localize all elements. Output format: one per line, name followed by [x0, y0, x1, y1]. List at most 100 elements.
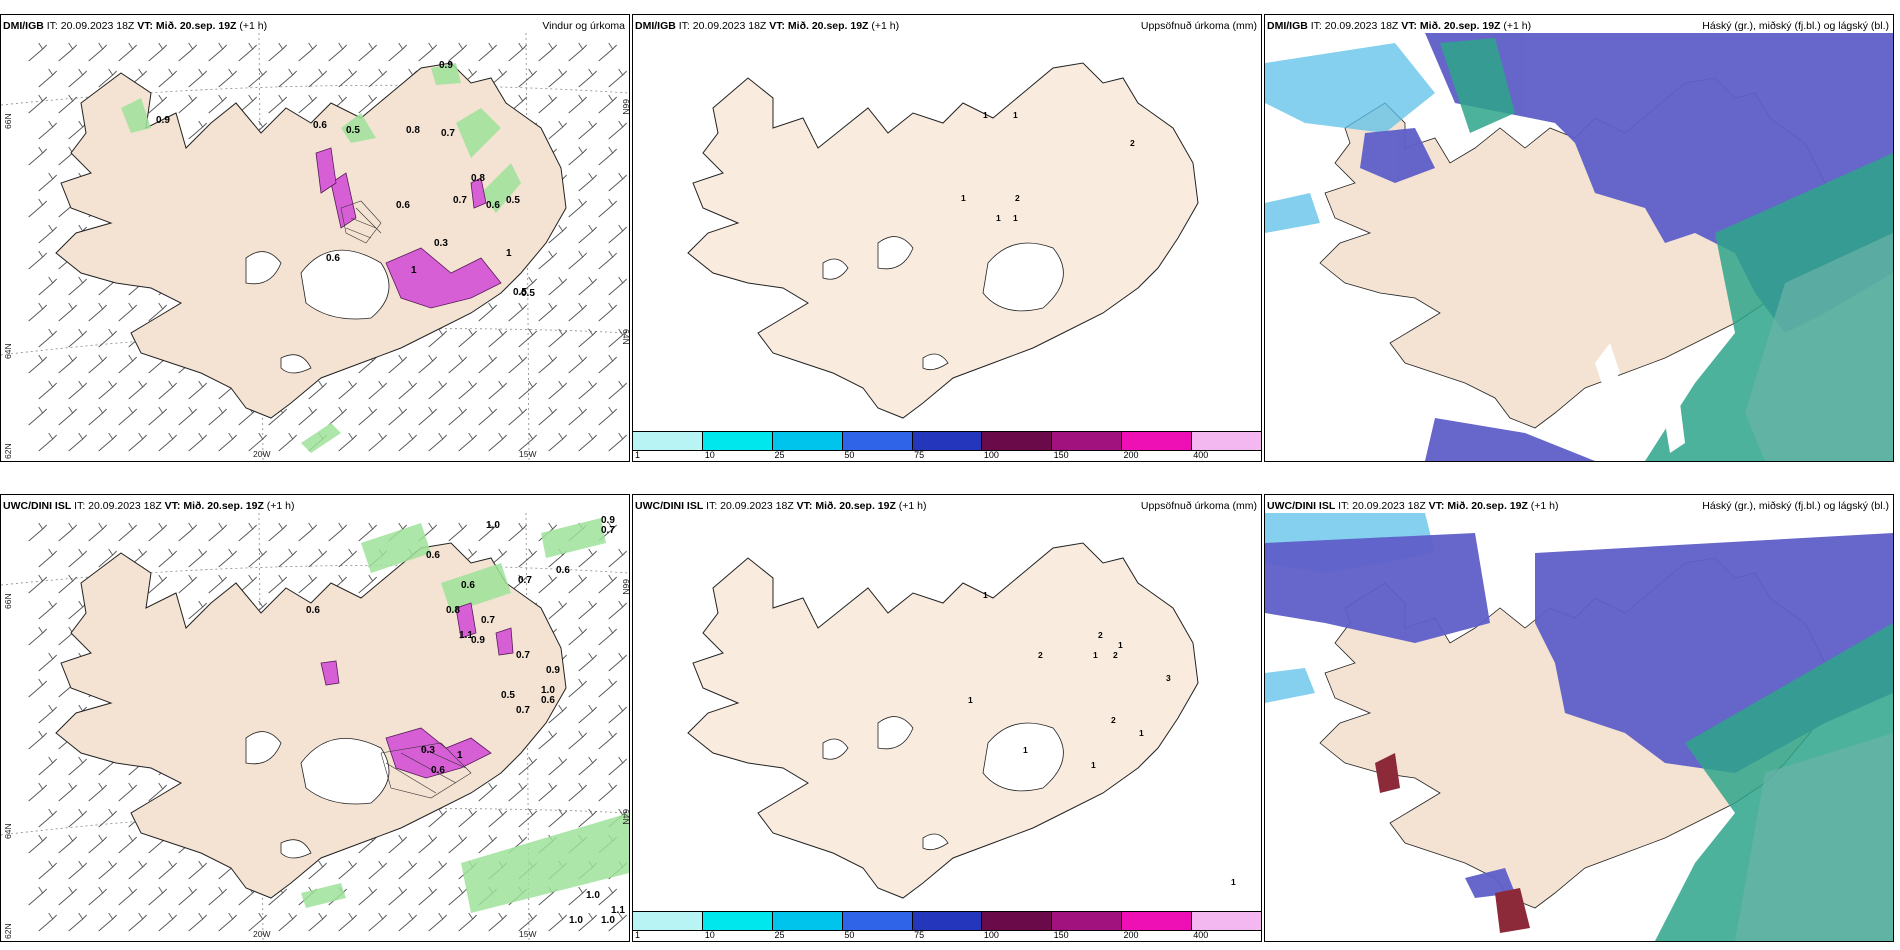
panel-uwc-accum: UWC/DINI ISL IT: 20.09.2023 18Z VT: Mið.… — [632, 494, 1262, 942]
wind-barb — [608, 432, 628, 452]
wind-barb — [608, 704, 628, 724]
iceland-land — [55, 542, 567, 899]
wind-barb — [398, 432, 418, 452]
wind-barb — [118, 522, 138, 542]
wind-barb — [188, 912, 208, 932]
wind-barb — [68, 276, 88, 296]
lat-label-right-64n: 64N — [621, 809, 629, 825]
wind-barb — [268, 94, 288, 114]
wind-barb — [118, 834, 138, 854]
wind-barb — [88, 302, 108, 322]
panel-vt: VT: Mið. 20.sep. 19Z — [1428, 500, 1528, 512]
precip-value-label: 1 — [968, 695, 973, 705]
colorbar-label: 150 — [1053, 930, 1069, 940]
lon-label-15w: 15W — [519, 929, 536, 939]
wind-barb — [338, 912, 358, 932]
wind-barb — [98, 380, 118, 400]
colorbar-swatch — [772, 432, 843, 450]
wind-barb — [338, 548, 358, 568]
wind-map: 0.9 0.9 0.6 0.5 0.8 0.7 0.8 0.5 1 0.6 0.5 0.3 1 0.7 0.… — [1, 33, 629, 461]
wind-barb — [88, 834, 108, 854]
wind-barb — [188, 432, 208, 452]
colorbar-swatch — [912, 432, 983, 450]
wind-barb — [548, 380, 568, 400]
wind-barb — [38, 328, 58, 348]
wind-barb — [238, 522, 258, 542]
wind-barb — [418, 354, 438, 374]
precip-value-label: 1 — [457, 750, 463, 761]
cloud-map — [1265, 513, 1893, 941]
wind-barb — [118, 782, 138, 802]
wind-barb — [358, 522, 378, 542]
wind-barb — [158, 912, 178, 932]
colorbar-label: 150 — [1053, 450, 1069, 460]
wind-barb — [428, 432, 448, 452]
colorbar-swatches — [633, 911, 1261, 931]
colorbar-swatch — [842, 912, 913, 930]
wind-barb — [178, 42, 198, 62]
panel-lead: (+1 h) — [1503, 20, 1532, 32]
wind-barb — [218, 912, 238, 932]
wind-barb — [28, 626, 48, 646]
wind-map: 1.0 0.9 0.7 0.6 0.7 0.6 0.8 0.6 0.7 0.6 1.1 0.9 0.7 1… — [1, 513, 629, 941]
wind-barb — [598, 782, 618, 802]
panel-it: IT: 20.09.2023 18Z — [706, 500, 794, 512]
wind-barb — [28, 678, 48, 698]
wind-barb — [578, 224, 598, 244]
wind-barb — [38, 860, 58, 880]
wind-barb — [428, 808, 448, 828]
colorbar-swatch — [842, 432, 913, 450]
wind-barb — [598, 250, 618, 270]
wind-barb — [398, 912, 418, 932]
wind-barb — [598, 94, 618, 114]
iceland-land — [687, 542, 1199, 899]
precip-value-label: 0.6 — [426, 550, 440, 561]
wind-barb — [548, 432, 568, 452]
colorbar-swatch — [1192, 432, 1261, 450]
wind-barb — [488, 432, 508, 452]
precip-value-label: 0.5 — [346, 125, 360, 136]
precip-value-label: 0.5 — [506, 195, 520, 206]
wind-barb — [508, 406, 528, 426]
wind-barb — [118, 354, 138, 374]
wind-barb — [208, 522, 228, 542]
wind-barb — [278, 432, 298, 452]
wind-barb — [68, 912, 88, 932]
wind-barb — [388, 406, 408, 426]
wind-barb — [278, 548, 298, 568]
precip-values: 1 1 1 2 1 2 1 — [961, 110, 1135, 223]
lat-label-62n: 62N — [3, 443, 13, 459]
wind-barb — [478, 406, 498, 426]
precip-value-label: 2 — [1113, 650, 1118, 660]
wind-barb — [188, 548, 208, 568]
lat-label-right-64n: 64N — [621, 329, 629, 345]
lat-label-right-66n: 66N — [621, 99, 629, 115]
wind-barb — [508, 782, 528, 802]
colorbar-label: 10 — [704, 930, 715, 940]
precip-value-label: 0.7 — [481, 615, 495, 626]
wind-barb — [548, 704, 568, 724]
panel-header: UWC/DINI ISL IT: 20.09.2023 18Z VT: Mið.… — [635, 499, 1259, 513]
wind-barb — [548, 756, 568, 776]
cloud-map-svg — [1265, 33, 1893, 461]
wind-barb — [448, 886, 468, 906]
wind-barb — [568, 198, 588, 218]
panel-uwc-cloud: UWC/DINI ISL IT: 20.09.2023 18Z VT: Mið.… — [1264, 494, 1894, 942]
colorbar-swatch — [1122, 432, 1193, 450]
wind-barb — [478, 522, 498, 542]
wind-barb — [578, 328, 598, 348]
wind-barb — [478, 302, 498, 322]
colorbar-label: 400 — [1193, 450, 1209, 460]
panel-source: DMI/IGB — [635, 20, 676, 32]
wind-barb — [578, 808, 598, 828]
precip-magenta — [320, 602, 514, 779]
wind-barb — [158, 432, 178, 452]
wind-barb — [98, 328, 118, 348]
wind-barb — [548, 68, 568, 88]
precip-value-label: 0.7 — [516, 705, 530, 716]
precip-value-label: 0.9 — [439, 60, 453, 71]
wind-barb — [578, 172, 598, 192]
wind-barb — [578, 68, 598, 88]
lon-label-20w: 20W — [253, 929, 270, 939]
wind-barb — [158, 548, 178, 568]
